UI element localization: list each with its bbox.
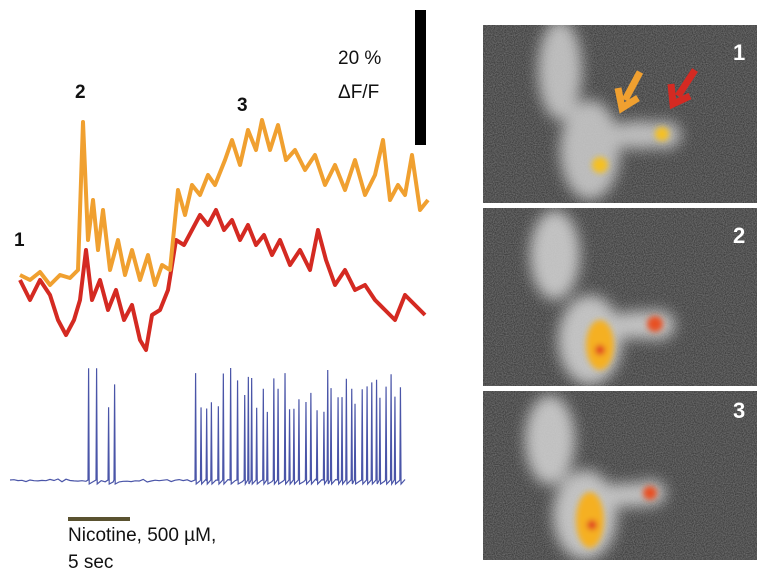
panel-label: 2 [733, 223, 745, 248]
panel-label: 1 [733, 40, 745, 65]
image-panel [483, 208, 757, 386]
stimulus-label: Nicotine, 500 µM, [68, 525, 216, 546]
spike-trace [9, 367, 406, 487]
image-panel [483, 391, 757, 560]
scale-bar [415, 10, 426, 145]
scale-value: 20 % [338, 48, 381, 69]
orange-trace [19, 118, 430, 287]
image-panel [483, 25, 757, 203]
time-label: 3 [237, 95, 248, 116]
panel-label: 3 [733, 398, 745, 423]
scale-unit: ΔF/F [338, 82, 379, 103]
stimulus-duration: 5 sec [68, 552, 113, 573]
time-label: 2 [75, 82, 86, 103]
time-label: 1 [14, 230, 25, 251]
red-trace [18, 208, 427, 352]
stimulus-bar [68, 517, 130, 521]
